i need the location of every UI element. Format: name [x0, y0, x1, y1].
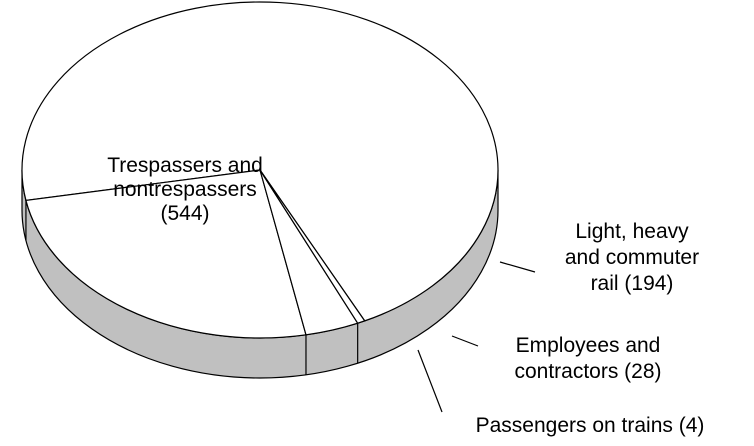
- slice-label: Employees and contractors (28): [514, 334, 661, 383]
- pie-slice: [25, 169, 307, 339]
- slice-label-line: Employees and: [516, 334, 661, 357]
- slice-label: Trespassers and nontrespassers (544): [107, 154, 263, 225]
- leader-line: [499, 261, 536, 273]
- slice-label-line: Trespassers and: [107, 154, 263, 177]
- slice-label: Light, heavy and commuter rail (194): [565, 220, 699, 295]
- slice-label-line: nontrespassers: [113, 178, 257, 201]
- slice-label-line: Light, heavy: [575, 220, 689, 243]
- leader-line: [451, 335, 479, 347]
- slice-label-line: contractors (28): [514, 360, 661, 383]
- pie-slice: [259, 169, 366, 324]
- slice-label-line: Passengers on trains (4): [476, 414, 705, 437]
- slice-label: Passengers on trains (4): [476, 414, 705, 437]
- leader-line: [417, 349, 443, 413]
- pie-slice: [21, 1, 499, 322]
- slice-label-line: and commuter: [565, 246, 699, 269]
- slice-label-line: (544): [160, 202, 209, 225]
- slice-label-line: rail (194): [591, 272, 674, 295]
